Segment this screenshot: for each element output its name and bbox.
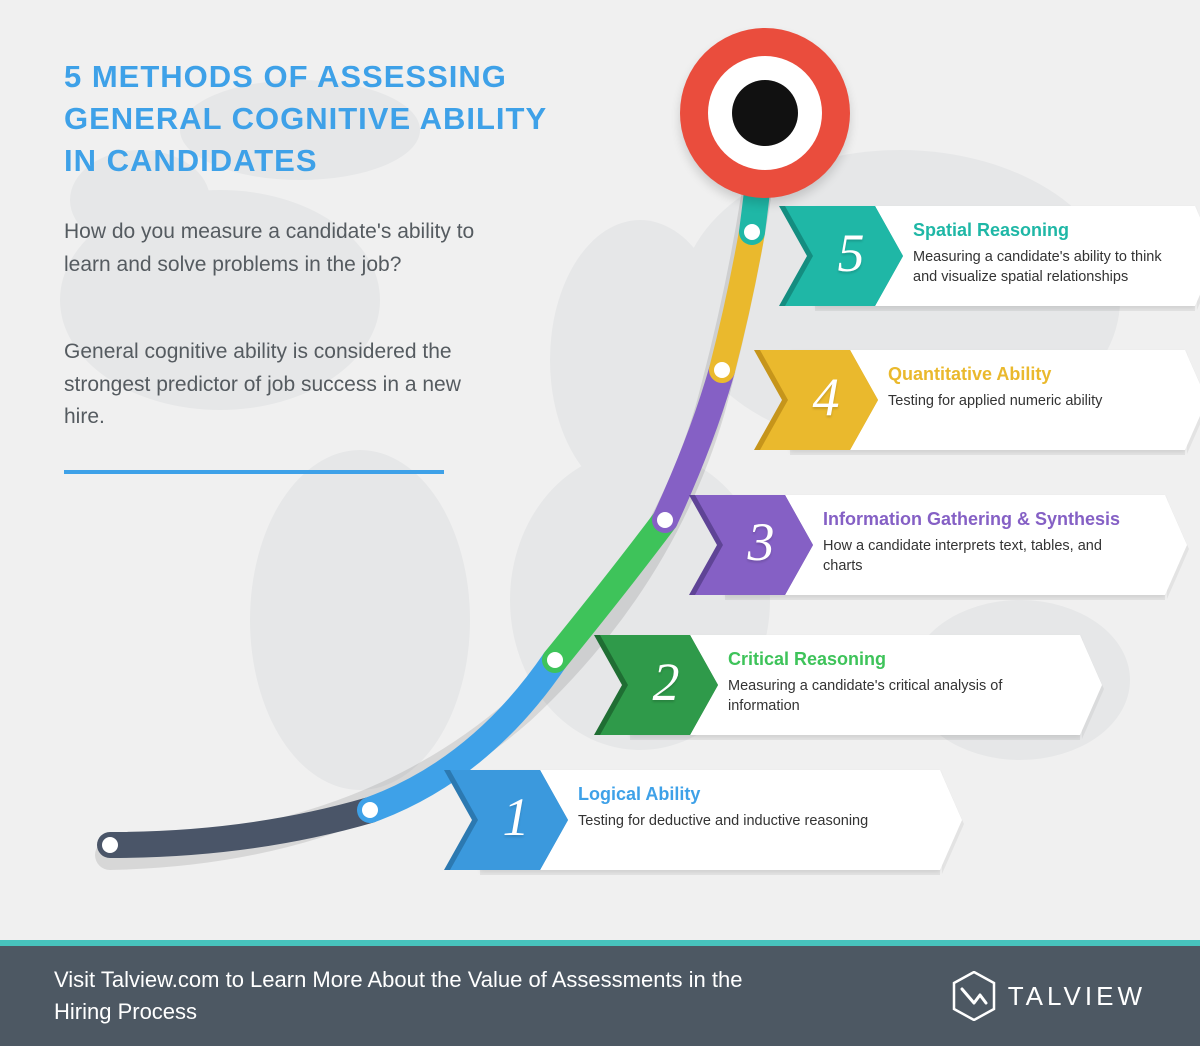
infographic-canvas: 5 METHODS OF ASSESSING GENERAL COGNITIVE… [0, 0, 1200, 940]
method-number-badge: 5 [815, 206, 903, 306]
method-body: Logical Ability Testing for deductive and… [568, 770, 940, 870]
method-body: Quantitative Ability Testing for applied … [878, 350, 1185, 450]
method-number: 1 [486, 786, 546, 848]
footer: Visit Talview.com to Learn More About th… [0, 946, 1200, 1046]
target-icon [680, 28, 850, 198]
method-number: 4 [796, 366, 856, 428]
method-description: How a candidate interprets text, tables,… [823, 536, 1123, 577]
method-number-badge: 1 [480, 770, 568, 870]
method-card-1: 1 Logical Ability Testing for deductive an… [480, 770, 940, 870]
method-title: Critical Reasoning [728, 649, 1058, 670]
method-description: Testing for applied numeric ability [888, 391, 1163, 411]
main-title: 5 METHODS OF ASSESSING GENERAL COGNITIVE… [64, 56, 584, 182]
brand-name: TALVIEW [1008, 981, 1146, 1012]
method-title: Spatial Reasoning [913, 220, 1173, 241]
method-number-badge: 4 [790, 350, 878, 450]
method-number: 3 [731, 511, 791, 573]
brand-logo-icon [952, 971, 996, 1021]
method-title: Logical Ability [578, 784, 918, 805]
method-number: 2 [636, 651, 696, 713]
method-card-5: 5 Spatial Reasoning Measuring a candidate'… [815, 206, 1195, 306]
method-description: Measuring a candidate's critical analysi… [728, 676, 1028, 717]
brand-logo: TALVIEW [952, 971, 1146, 1021]
method-card-2: 2 Critical Reasoning Measuring a candidate… [630, 635, 1080, 735]
method-title: Quantitative Ability [888, 364, 1163, 385]
intro-paragraph: General cognitive ability is considered … [64, 336, 494, 434]
divider [64, 470, 444, 474]
method-number: 5 [821, 222, 881, 284]
method-body: Critical Reasoning Measuring a candidate'… [718, 635, 1080, 735]
method-body: Spatial Reasoning Measuring a candidate's… [903, 206, 1195, 306]
method-body: Information Gathering & Synthesis How a c… [813, 495, 1165, 595]
intro-question: How do you measure a candidate's ability… [64, 216, 484, 281]
method-number-badge: 3 [725, 495, 813, 595]
method-card-4: 4 Quantitative Ability Testing for applied… [790, 350, 1185, 450]
method-number-badge: 2 [630, 635, 718, 735]
footer-text: Visit Talview.com to Learn More About th… [54, 964, 754, 1028]
method-description: Testing for deductive and inductive reas… [578, 811, 878, 831]
method-card-3: 3 Information Gathering & Synthesis How a … [725, 495, 1165, 595]
method-title: Information Gathering & Synthesis [823, 509, 1143, 530]
method-description: Measuring a candidate's ability to think… [913, 247, 1173, 288]
